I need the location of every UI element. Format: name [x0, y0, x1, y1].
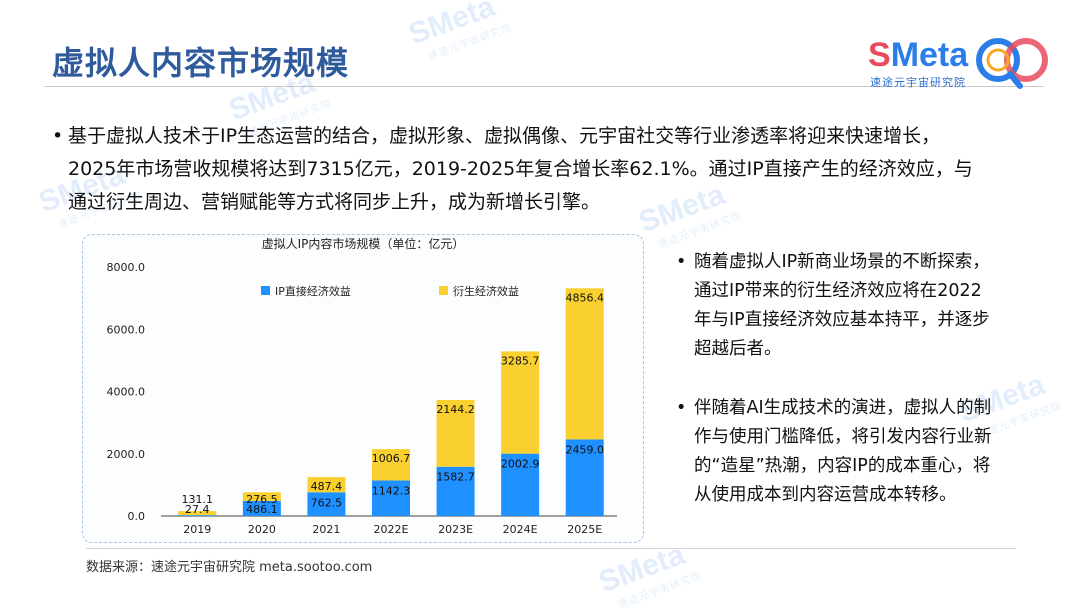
main-bullet-paragraph: • 基于虚拟人技术于IP生态运营的结合，虚拟形象、虚拟偶像、元宇宙社交等行业渗透… — [52, 120, 988, 219]
data-label-ip-direct: 1142.3 — [372, 484, 411, 497]
logo-wordmark: SMeta — [868, 36, 968, 75]
side-bullet-text: 随着虚拟人IP新商业场景的不断探索，通过IP带来的衍生经济效应将在2022年与I… — [694, 252, 990, 359]
logo-letter-s: S — [868, 36, 891, 74]
bar-derivative — [178, 511, 217, 516]
logo-subtitle: 速途元宇宙研究院 — [870, 76, 966, 89]
watermark-subtext: 速途元宇宙研究院 — [426, 22, 514, 63]
data-label-derivative: 487.4 — [311, 480, 343, 493]
bar-derivative — [501, 351, 540, 454]
bar-ip-direct — [565, 439, 604, 516]
data-source: 数据来源：速途元宇宙研究院 meta.sootoo.com — [86, 560, 373, 575]
data-label-derivative: 3285.7 — [501, 354, 539, 367]
bar-derivative — [242, 492, 281, 501]
data-label-derivative: 276.5 — [246, 493, 278, 506]
bar-ip-direct — [178, 515, 217, 516]
bullet-marker: • — [676, 398, 687, 418]
x-tick-label: 2024E — [503, 523, 538, 536]
y-tick-label: 0.0 — [128, 510, 146, 523]
bullet-marker: • — [52, 125, 64, 147]
data-label-derivative: 131.1 — [182, 493, 214, 506]
bar-ip-direct — [436, 466, 475, 516]
smeta-logo: SMeta 速途元宇宙研究院 — [868, 34, 1058, 92]
bullet-marker: • — [676, 252, 687, 272]
legend-swatch — [261, 286, 270, 295]
data-label-ip-direct: 27.4 — [185, 503, 210, 516]
x-tick-label: 2022E — [374, 523, 409, 536]
side-bullet-text: 伴随着AI生成技术的演进，虚拟人的制作与使用门槛降低，将引发内容行业新的“造星”… — [694, 398, 992, 505]
legend-swatch — [439, 286, 448, 295]
data-label-derivative: 4856.4 — [565, 291, 604, 304]
x-tick-label: 2020 — [248, 523, 276, 536]
x-tick-label: 2019 — [183, 523, 211, 536]
data-label-derivative: 2144.2 — [436, 403, 475, 416]
x-tick-label: 2021 — [312, 523, 340, 536]
bar-derivative — [436, 400, 475, 467]
watermark-subtext: 速途元宇宙研究院 — [616, 570, 704, 611]
bar-derivative — [372, 449, 410, 481]
data-label-ip-direct: 486.1 — [246, 503, 278, 516]
bar-derivative — [565, 288, 604, 440]
stacked-bar-chart: 虚拟人IP内容市场规模（单位：亿元） 0.0 2000.0 4000.0 6000.0 8… — [107, 236, 617, 536]
bar-derivative — [307, 477, 346, 493]
logo-letters-meta: Meta — [890, 36, 969, 74]
market-size-chart: 虚拟人IP内容市场规模（单位：亿元） 0.0 2000.0 4000.0 6000.0 8… — [82, 234, 644, 543]
side-bullet-item: • 伴随着AI生成技术的演进，虚拟人的制作与使用门槛降低，将引发内容行业新的“造… — [676, 394, 992, 510]
legend-label: 衍生经济效益 — [453, 284, 519, 298]
footer-divider — [86, 548, 1016, 549]
legend-label: IP直接经济效益 — [275, 284, 351, 298]
data-label-ip-direct: 2459.0 — [565, 443, 604, 456]
y-tick-label: 6000.0 — [107, 323, 146, 336]
watermark-text: SMeta — [404, 0, 499, 52]
logo-rings-icon — [976, 38, 1048, 89]
y-tick-label: 2000.0 — [107, 448, 146, 461]
chart-title: 虚拟人IP内容市场规模（单位：亿元） — [262, 236, 465, 251]
title-divider — [44, 86, 1044, 87]
bar-ip-direct — [372, 480, 410, 516]
x-tick-label: 2023E — [438, 523, 473, 536]
data-label-ip-direct: 762.5 — [311, 496, 343, 509]
bar-ip-direct — [307, 492, 346, 516]
side-bullet-list: • 随着虚拟人IP新商业场景的不断探索，通过IP带来的衍生经济效应将在2022年… — [676, 248, 992, 530]
bar-ip-direct — [501, 453, 540, 516]
bar-ip-direct — [242, 500, 281, 516]
x-tick-label: 2025E — [567, 523, 602, 536]
page-title: 虚拟人内容市场规模 — [52, 44, 350, 82]
data-label-ip-direct: 1582.7 — [436, 471, 475, 484]
y-tick-label: 4000.0 — [107, 386, 146, 399]
side-bullet-item: • 随着虚拟人IP新商业场景的不断探索，通过IP带来的衍生经济效应将在2022年… — [676, 248, 992, 364]
main-bullet-text: 基于虚拟人技术于IP生态运营的结合，虚拟形象、虚拟偶像、元宇宙社交等行业渗透率将… — [68, 125, 973, 213]
y-tick-label: 8000.0 — [107, 261, 146, 274]
data-label-ip-direct: 2002.9 — [501, 458, 539, 471]
data-label-derivative: 1006.7 — [372, 452, 411, 465]
